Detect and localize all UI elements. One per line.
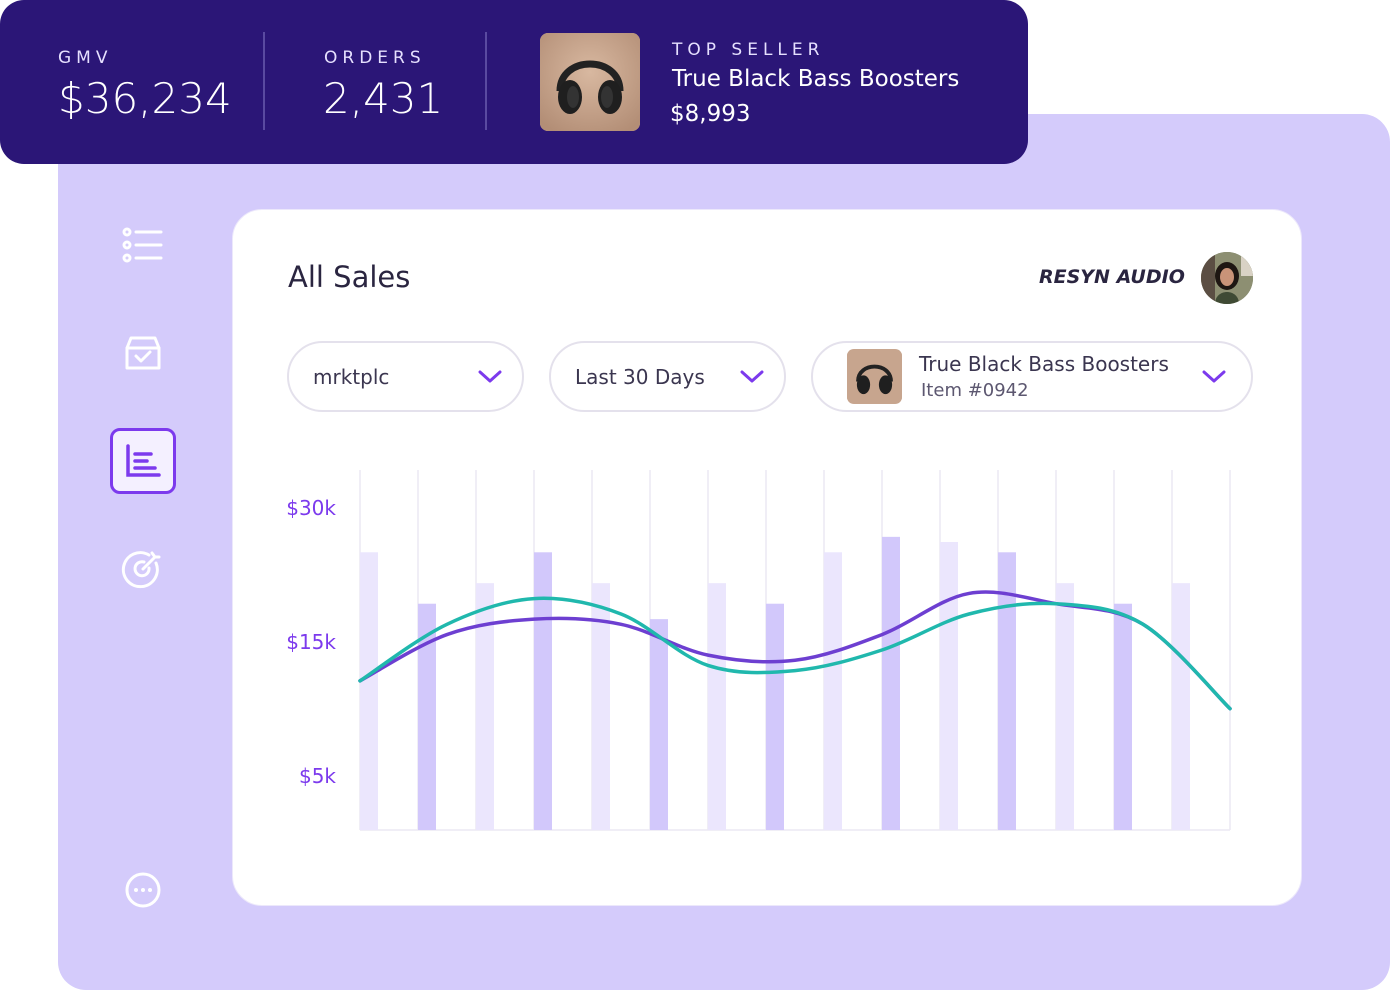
bar <box>534 552 552 830</box>
top-seller-label: TOP SELLER <box>672 40 825 60</box>
stat-divider <box>485 32 487 130</box>
stats-banner: GMV $36,234 ORDERS 2,431 TOP SELLER True… <box>0 0 1028 164</box>
bar <box>824 552 842 830</box>
stat-gmv-value: $36,234 <box>58 74 232 123</box>
bar <box>708 583 726 830</box>
stat-divider <box>263 32 265 130</box>
bar <box>592 583 610 830</box>
stat-orders-label: ORDERS <box>324 48 426 68</box>
bar <box>1114 603 1132 830</box>
list-icon <box>122 227 163 263</box>
y-tick-label: $30k <box>286 496 336 520</box>
channel-select[interactable]: mrktplc <box>287 341 524 412</box>
top-seller-price: $8,993 <box>670 101 751 127</box>
report-icon <box>126 444 161 477</box>
bar <box>766 603 784 830</box>
nav-goals[interactable] <box>110 536 176 602</box>
nav-reports[interactable] <box>110 428 176 494</box>
nav-more[interactable] <box>110 857 176 923</box>
inbox-check-icon <box>125 336 161 370</box>
more-icon <box>125 872 161 908</box>
chevron-down-icon <box>478 370 502 383</box>
date-range-select[interactable]: Last 30 Days <box>549 341 786 412</box>
bar <box>360 552 378 830</box>
product-thumbnail <box>847 349 902 404</box>
headphones-icon <box>540 33 640 131</box>
bar <box>476 583 494 830</box>
product-select-title: True Black Bass Boosters <box>919 352 1169 376</box>
nav-list[interactable] <box>110 212 176 278</box>
bar <box>650 619 668 830</box>
stat-gmv-label: GMV <box>58 48 113 68</box>
product-select[interactable]: True Black Bass Boosters Item #0942 <box>811 341 1253 412</box>
top-seller-name: True Black Bass Boosters <box>672 66 960 92</box>
page-title: All Sales <box>288 260 411 294</box>
chevron-down-icon <box>1202 370 1226 383</box>
chevron-down-icon <box>740 370 764 383</box>
date-range-value: Last 30 Days <box>575 365 705 389</box>
bar <box>998 552 1016 830</box>
nav-orders[interactable] <box>110 320 176 386</box>
top-seller-image <box>540 33 640 131</box>
headphones-icon <box>847 349 902 404</box>
brand-name: RESYN AUDIO <box>1039 266 1185 288</box>
channel-select-value: mrktplc <box>313 365 390 389</box>
series-line <box>358 596 1232 711</box>
product-select-sub: Item #0942 <box>921 380 1029 401</box>
y-tick-label: $15k <box>286 630 336 654</box>
stat-orders-value: 2,431 <box>323 74 444 123</box>
bar <box>1056 583 1074 830</box>
bar <box>882 536 900 830</box>
y-tick-label: $5k <box>298 764 336 788</box>
bar <box>418 603 436 830</box>
bar <box>940 542 958 830</box>
bar <box>1172 583 1190 830</box>
target-icon <box>121 551 161 589</box>
